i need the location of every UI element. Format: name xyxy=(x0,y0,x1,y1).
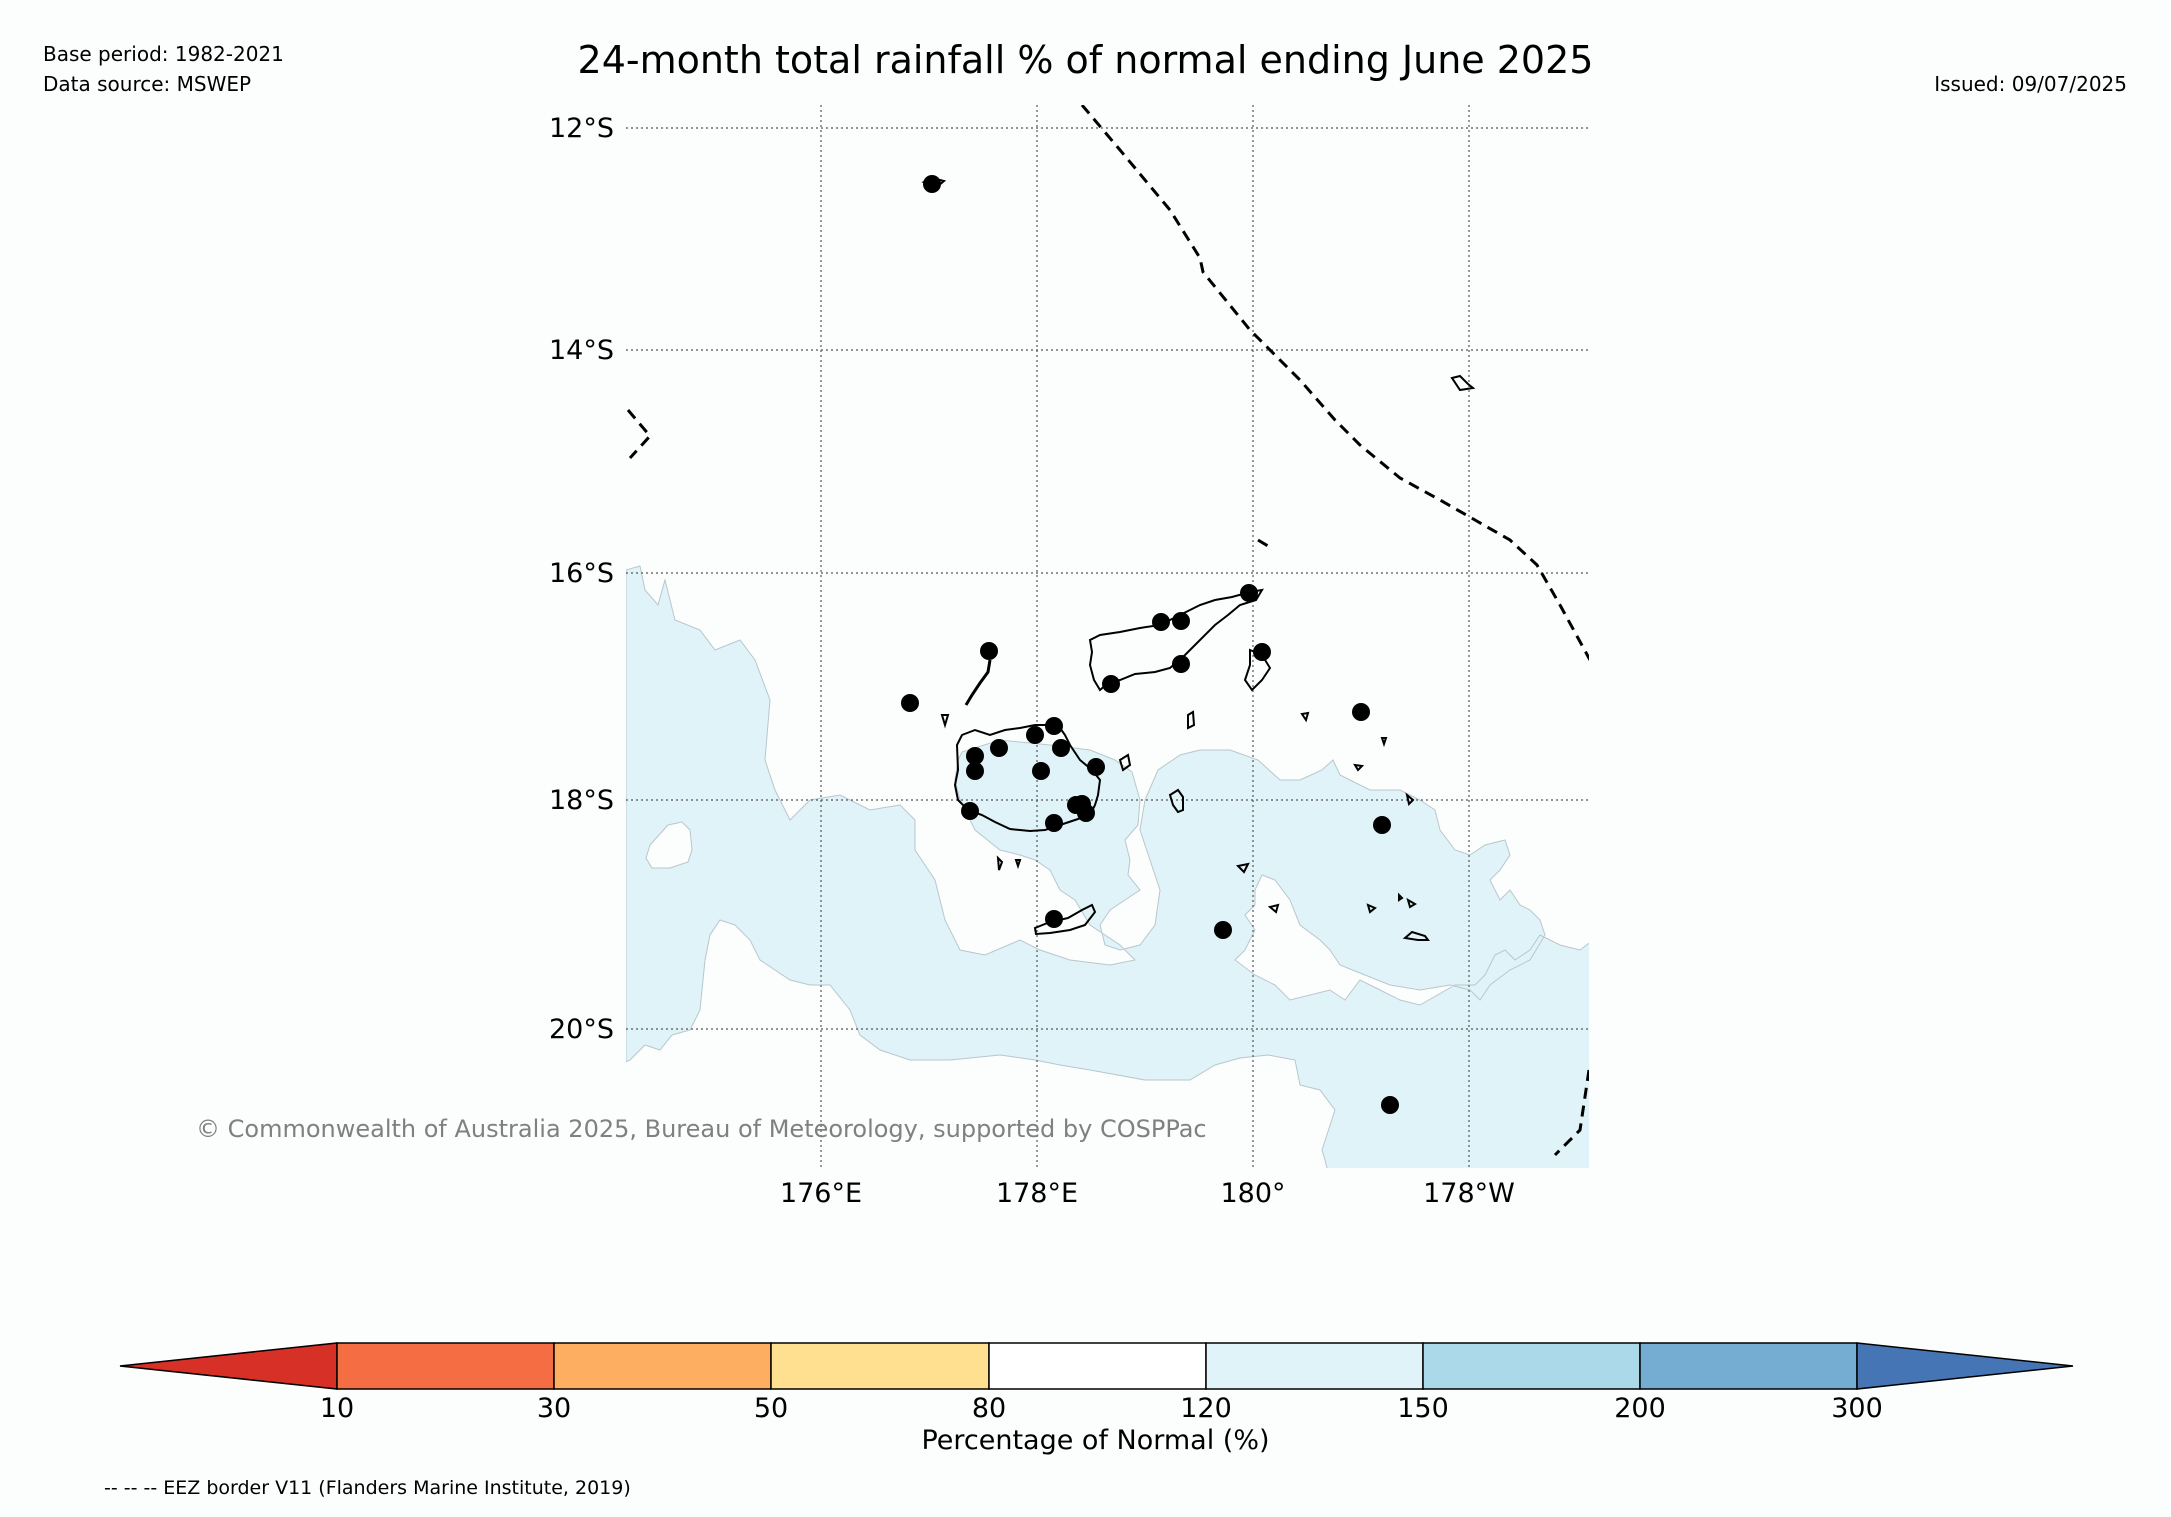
station-marker xyxy=(1152,613,1170,631)
eez-border-fiji-north xyxy=(1080,105,1589,661)
lat-label: 20°S xyxy=(549,1014,614,1045)
island-lau-9 xyxy=(1014,859,1022,870)
issued-date-text: Issued: 09/07/2025 xyxy=(1934,72,2127,96)
eez-border-west xyxy=(626,409,652,460)
colorbar-segment-200-300 xyxy=(1639,1342,1858,1390)
station-marker xyxy=(990,739,1008,757)
station-marker xyxy=(1026,726,1044,744)
lon-label: 180° xyxy=(1220,1178,1285,1209)
island-yasawa xyxy=(964,659,992,706)
lon-label: 178°E xyxy=(996,1178,1078,1209)
station-marker xyxy=(1253,643,1271,661)
station-marker xyxy=(980,642,998,660)
map-title: 24-month total rainfall % of normal endi… xyxy=(0,38,2171,82)
rainfall-shading-120-150 xyxy=(626,565,1589,1168)
lat-label: 14°S xyxy=(549,335,614,366)
colorbar-segment-50-80 xyxy=(770,1342,990,1390)
colorbar-segment-30-50 xyxy=(553,1342,772,1390)
station-marker xyxy=(966,747,984,765)
island-vanua-levu xyxy=(1088,588,1264,692)
colorbar-tick: 120 xyxy=(1180,1393,1232,1424)
island-lau-8 xyxy=(1366,903,1377,914)
copyright-text: © Commonwealth of Australia 2025, Bureau… xyxy=(196,1115,1207,1143)
island-lau-4 xyxy=(1267,903,1280,914)
island-lau-2 xyxy=(1353,763,1365,772)
colorbar-tick: 80 xyxy=(971,1393,1007,1424)
data-source-text: Data source: MSWEP xyxy=(43,72,252,96)
colorbar-segment-80-120 xyxy=(988,1342,1207,1390)
eez-footnote: -- -- -- EEZ border V11 (Flanders Marine… xyxy=(104,1477,631,1499)
colorbar xyxy=(119,1342,2074,1390)
eez-border-fragment xyxy=(1257,538,1269,548)
station-marker xyxy=(1032,762,1050,780)
colorbar-tick: 200 xyxy=(1614,1393,1666,1424)
eez-border xyxy=(626,105,1589,1157)
colorbar-label: Percentage of Normal (%) xyxy=(921,1425,1270,1456)
island-gau xyxy=(1168,788,1184,814)
map-area xyxy=(626,105,1589,1168)
lat-label: 16°S xyxy=(549,558,614,589)
colorbar-tick: 150 xyxy=(1397,1393,1449,1424)
lon-label: 176°E xyxy=(780,1178,862,1209)
station-marker xyxy=(901,694,919,712)
colorbar-tick: 30 xyxy=(536,1393,572,1424)
island-west-1 xyxy=(940,714,950,729)
station-marker xyxy=(1373,816,1391,834)
latitude-labels: 12°S 14°S 16°S 18°S 20°S xyxy=(549,113,614,1045)
island-east-1 xyxy=(1450,374,1476,392)
station-marker xyxy=(1087,758,1105,776)
station-marker xyxy=(1381,1096,1399,1114)
map-title-text: 24-month total rainfall % of normal endi… xyxy=(577,38,1594,82)
island-lau-7 xyxy=(1402,930,1430,941)
station-marker xyxy=(966,762,984,780)
station-marker xyxy=(1052,739,1070,757)
island-lau-10 xyxy=(1300,711,1310,723)
station-marker xyxy=(1077,804,1095,822)
longitude-labels: 176°E 178°E 180° 178°W xyxy=(780,1178,1515,1209)
station-marker xyxy=(1214,921,1232,939)
island-lau-5 xyxy=(1406,897,1417,909)
island-west-2 xyxy=(996,855,1004,871)
lon-label: 178°W xyxy=(1423,1178,1515,1209)
station-marker xyxy=(1240,584,1258,602)
station-marker xyxy=(961,802,979,820)
colorbar-segment-120-150 xyxy=(1205,1342,1424,1390)
lat-label: 12°S xyxy=(549,113,614,144)
station-marker xyxy=(1352,703,1370,721)
station-marker xyxy=(1172,655,1190,673)
base-period-text: Base period: 1982-2021 xyxy=(43,42,284,66)
rainfall-shading-island xyxy=(645,821,693,869)
island-lau-11 xyxy=(1380,737,1388,748)
station-marker xyxy=(923,175,941,193)
island-koro xyxy=(1187,710,1196,730)
island-lau-6 xyxy=(1398,892,1404,902)
station-marker xyxy=(1045,910,1063,928)
eez-border-south xyxy=(1553,1069,1589,1157)
colorbar-extend-high xyxy=(1856,1342,2074,1390)
station-markers xyxy=(901,175,1399,1114)
colorbar-segment-150-200 xyxy=(1422,1342,1641,1390)
island-lau-1 xyxy=(1235,862,1250,874)
colorbar-tick: 300 xyxy=(1831,1393,1883,1424)
island-ovalau xyxy=(1118,753,1132,772)
colorbar-tick: 10 xyxy=(319,1393,355,1424)
station-marker xyxy=(1045,814,1063,832)
gridlines xyxy=(626,105,1589,1168)
station-marker xyxy=(1045,717,1063,735)
colorbar-extend-low xyxy=(119,1342,338,1390)
lat-label: 18°S xyxy=(549,785,614,816)
station-marker xyxy=(1102,675,1120,693)
colorbar-segment-10-30 xyxy=(336,1342,555,1390)
colorbar-tick: 50 xyxy=(753,1393,789,1424)
island-lau-3 xyxy=(1405,792,1415,806)
station-marker xyxy=(1172,612,1190,630)
